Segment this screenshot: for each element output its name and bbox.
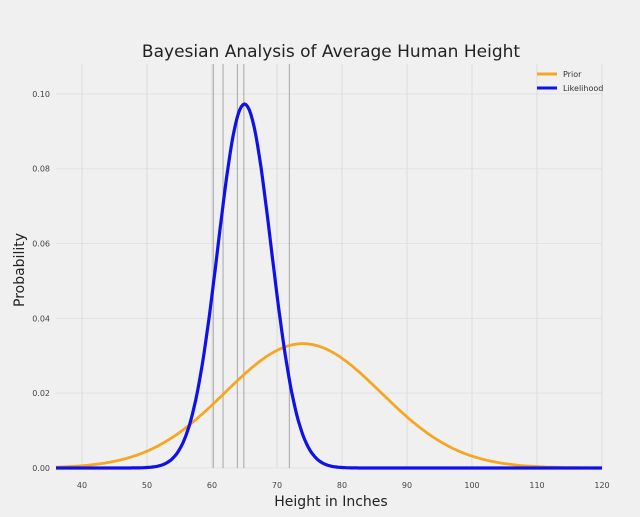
y-tick-label: 0.06 bbox=[32, 240, 50, 249]
vertical-lines-layer bbox=[212, 64, 290, 468]
y-tick-label: 0.08 bbox=[32, 165, 50, 174]
series-layer bbox=[55, 102, 603, 470]
series-line-likelihood bbox=[55, 102, 603, 470]
x-tick-label: 120 bbox=[594, 481, 609, 490]
x-tick-label: 80 bbox=[337, 481, 347, 490]
y-tick-label: 0.04 bbox=[32, 314, 50, 323]
x-tick-label: 110 bbox=[529, 481, 544, 490]
x-axis-label: Height in Inches bbox=[274, 494, 387, 510]
y-tick-label: 0.02 bbox=[32, 389, 50, 398]
y-tick-label: 0.00 bbox=[32, 464, 50, 473]
x-tick-label: 60 bbox=[207, 481, 217, 490]
x-tick-label: 40 bbox=[77, 481, 87, 490]
legend-label-likelihood: Likelihood bbox=[563, 84, 603, 93]
legend: Prior Likelihood bbox=[537, 70, 603, 93]
x-tick-label: 90 bbox=[402, 481, 412, 490]
tick-layer: 0.00 0.02 0.04 0.06 0.08 0.10 40 50 60 70 80 90 100 1… bbox=[32, 90, 609, 490]
chart-title: Bayesian Analysis of Average Human Heigh… bbox=[142, 42, 520, 62]
x-tick-label: 100 bbox=[464, 481, 479, 490]
grid-layer bbox=[56, 64, 603, 469]
x-tick-label: 70 bbox=[272, 481, 282, 490]
x-tick-label: 50 bbox=[142, 481, 152, 490]
series-line-prior bbox=[55, 342, 602, 470]
y-tick-label: 0.10 bbox=[32, 90, 50, 99]
legend-label-prior: Prior bbox=[563, 70, 582, 79]
y-axis-label: Probability bbox=[12, 233, 28, 307]
